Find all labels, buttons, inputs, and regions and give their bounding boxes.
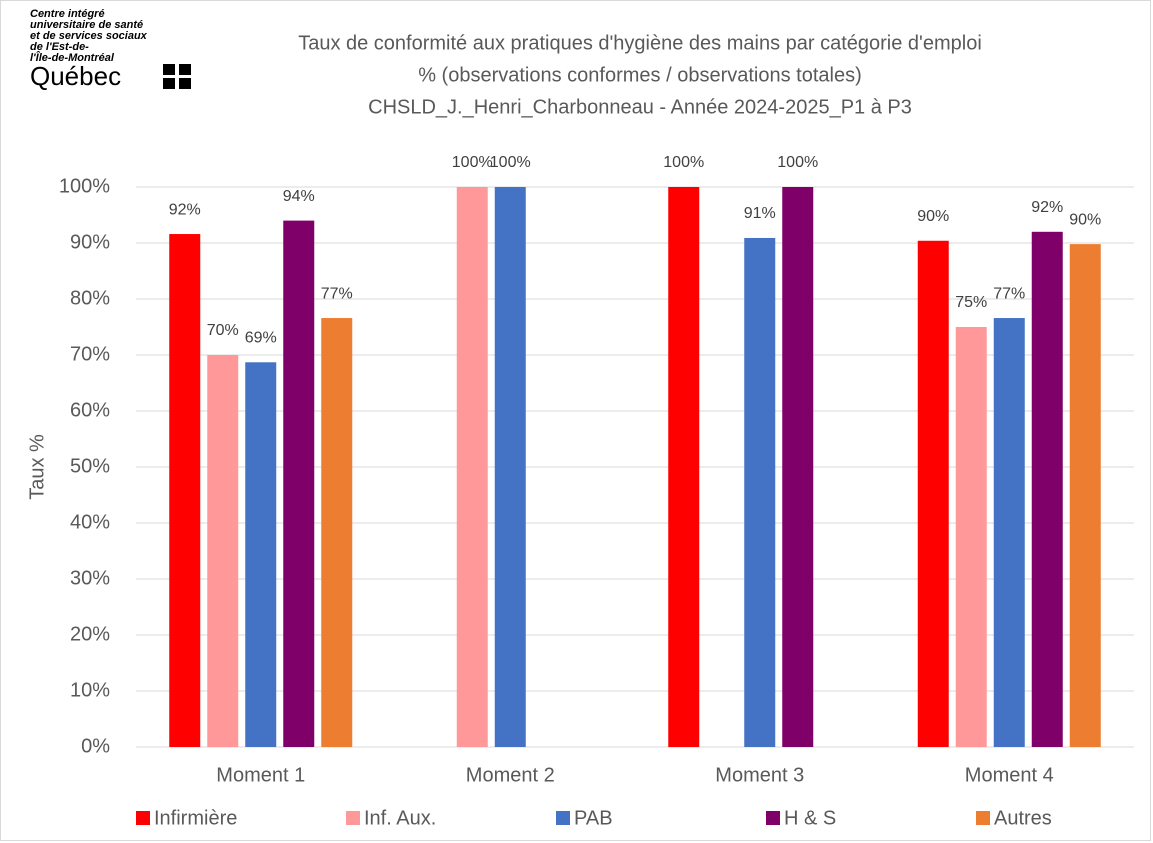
bar [917, 240, 949, 747]
bar [1031, 231, 1063, 748]
legend-swatch [346, 811, 360, 825]
logo-name: Québec [30, 61, 121, 91]
data-label: 90% [917, 208, 949, 225]
data-label: 100% [777, 154, 818, 171]
bar [668, 187, 700, 747]
logo-line: Centre intégré [30, 8, 105, 20]
data-label: 77% [993, 285, 1025, 302]
y-tick-label: 20% [70, 623, 110, 645]
y-tick-label: 100% [59, 175, 110, 197]
legend-swatch [136, 811, 150, 825]
x-tick-label: Moment 2 [466, 764, 555, 786]
legend-swatch [556, 811, 570, 825]
y-tick-label: 30% [70, 567, 110, 589]
logo-line: de l'Est-de- [30, 41, 89, 53]
chart-title: Taux de conformité aux pratiques d'hygiè… [298, 32, 982, 54]
y-tick-label: 10% [70, 679, 110, 701]
bar [321, 318, 353, 747]
chart-title: % (observations conformes / observations… [418, 64, 862, 86]
y-axis-label: Taux % [26, 434, 48, 500]
data-label: 100% [490, 154, 531, 171]
data-label: 77% [321, 285, 353, 302]
bar [169, 234, 201, 748]
y-tick-label: 0% [81, 735, 110, 757]
data-label: 100% [663, 154, 704, 171]
x-tick-label: Moment 4 [965, 764, 1054, 786]
legend-label: Infirmière [154, 807, 237, 829]
bar [245, 362, 277, 747]
logo-line: universitaire de santé [30, 19, 143, 31]
bar [955, 327, 987, 747]
logo-line: et de services sociaux [30, 30, 148, 42]
legend-label: Inf. Aux. [364, 807, 436, 829]
y-tick-label: 40% [70, 511, 110, 533]
y-tick-label: 90% [70, 231, 110, 253]
bar [283, 220, 315, 748]
legend-label: PAB [574, 807, 613, 829]
data-label: 70% [207, 322, 239, 339]
bar [1069, 244, 1101, 747]
data-label: 91% [744, 205, 776, 222]
x-tick-label: Moment 1 [216, 764, 305, 786]
bar [993, 318, 1025, 747]
data-label: 94% [283, 188, 315, 205]
bar [782, 187, 814, 747]
data-label: 69% [245, 329, 277, 346]
y-tick-label: 60% [70, 399, 110, 421]
y-tick-label: 80% [70, 287, 110, 309]
logo: Centre intégré universitaire de santé et… [30, 8, 191, 91]
data-label: 100% [452, 154, 493, 171]
y-tick-label: 70% [70, 343, 110, 365]
bar [207, 355, 239, 747]
logo-flags [163, 64, 191, 89]
data-label: 90% [1069, 211, 1101, 228]
y-tick-label: 50% [70, 455, 110, 477]
logo-line: l'Île-de-Montréal [30, 51, 115, 64]
bar [456, 187, 488, 747]
chart-title: CHSLD_J._Henri_Charbonneau - Année 2024-… [368, 96, 912, 118]
bar [494, 187, 526, 747]
legend-label: H & S [784, 807, 836, 829]
legend-swatch [766, 811, 780, 825]
data-label: 75% [955, 294, 987, 311]
bar [744, 237, 776, 747]
legend-label: Autres [994, 807, 1052, 829]
data-label: 92% [169, 201, 201, 218]
x-tick-label: Moment 3 [715, 764, 804, 786]
legend-swatch [976, 811, 990, 825]
data-label: 92% [1031, 199, 1063, 216]
